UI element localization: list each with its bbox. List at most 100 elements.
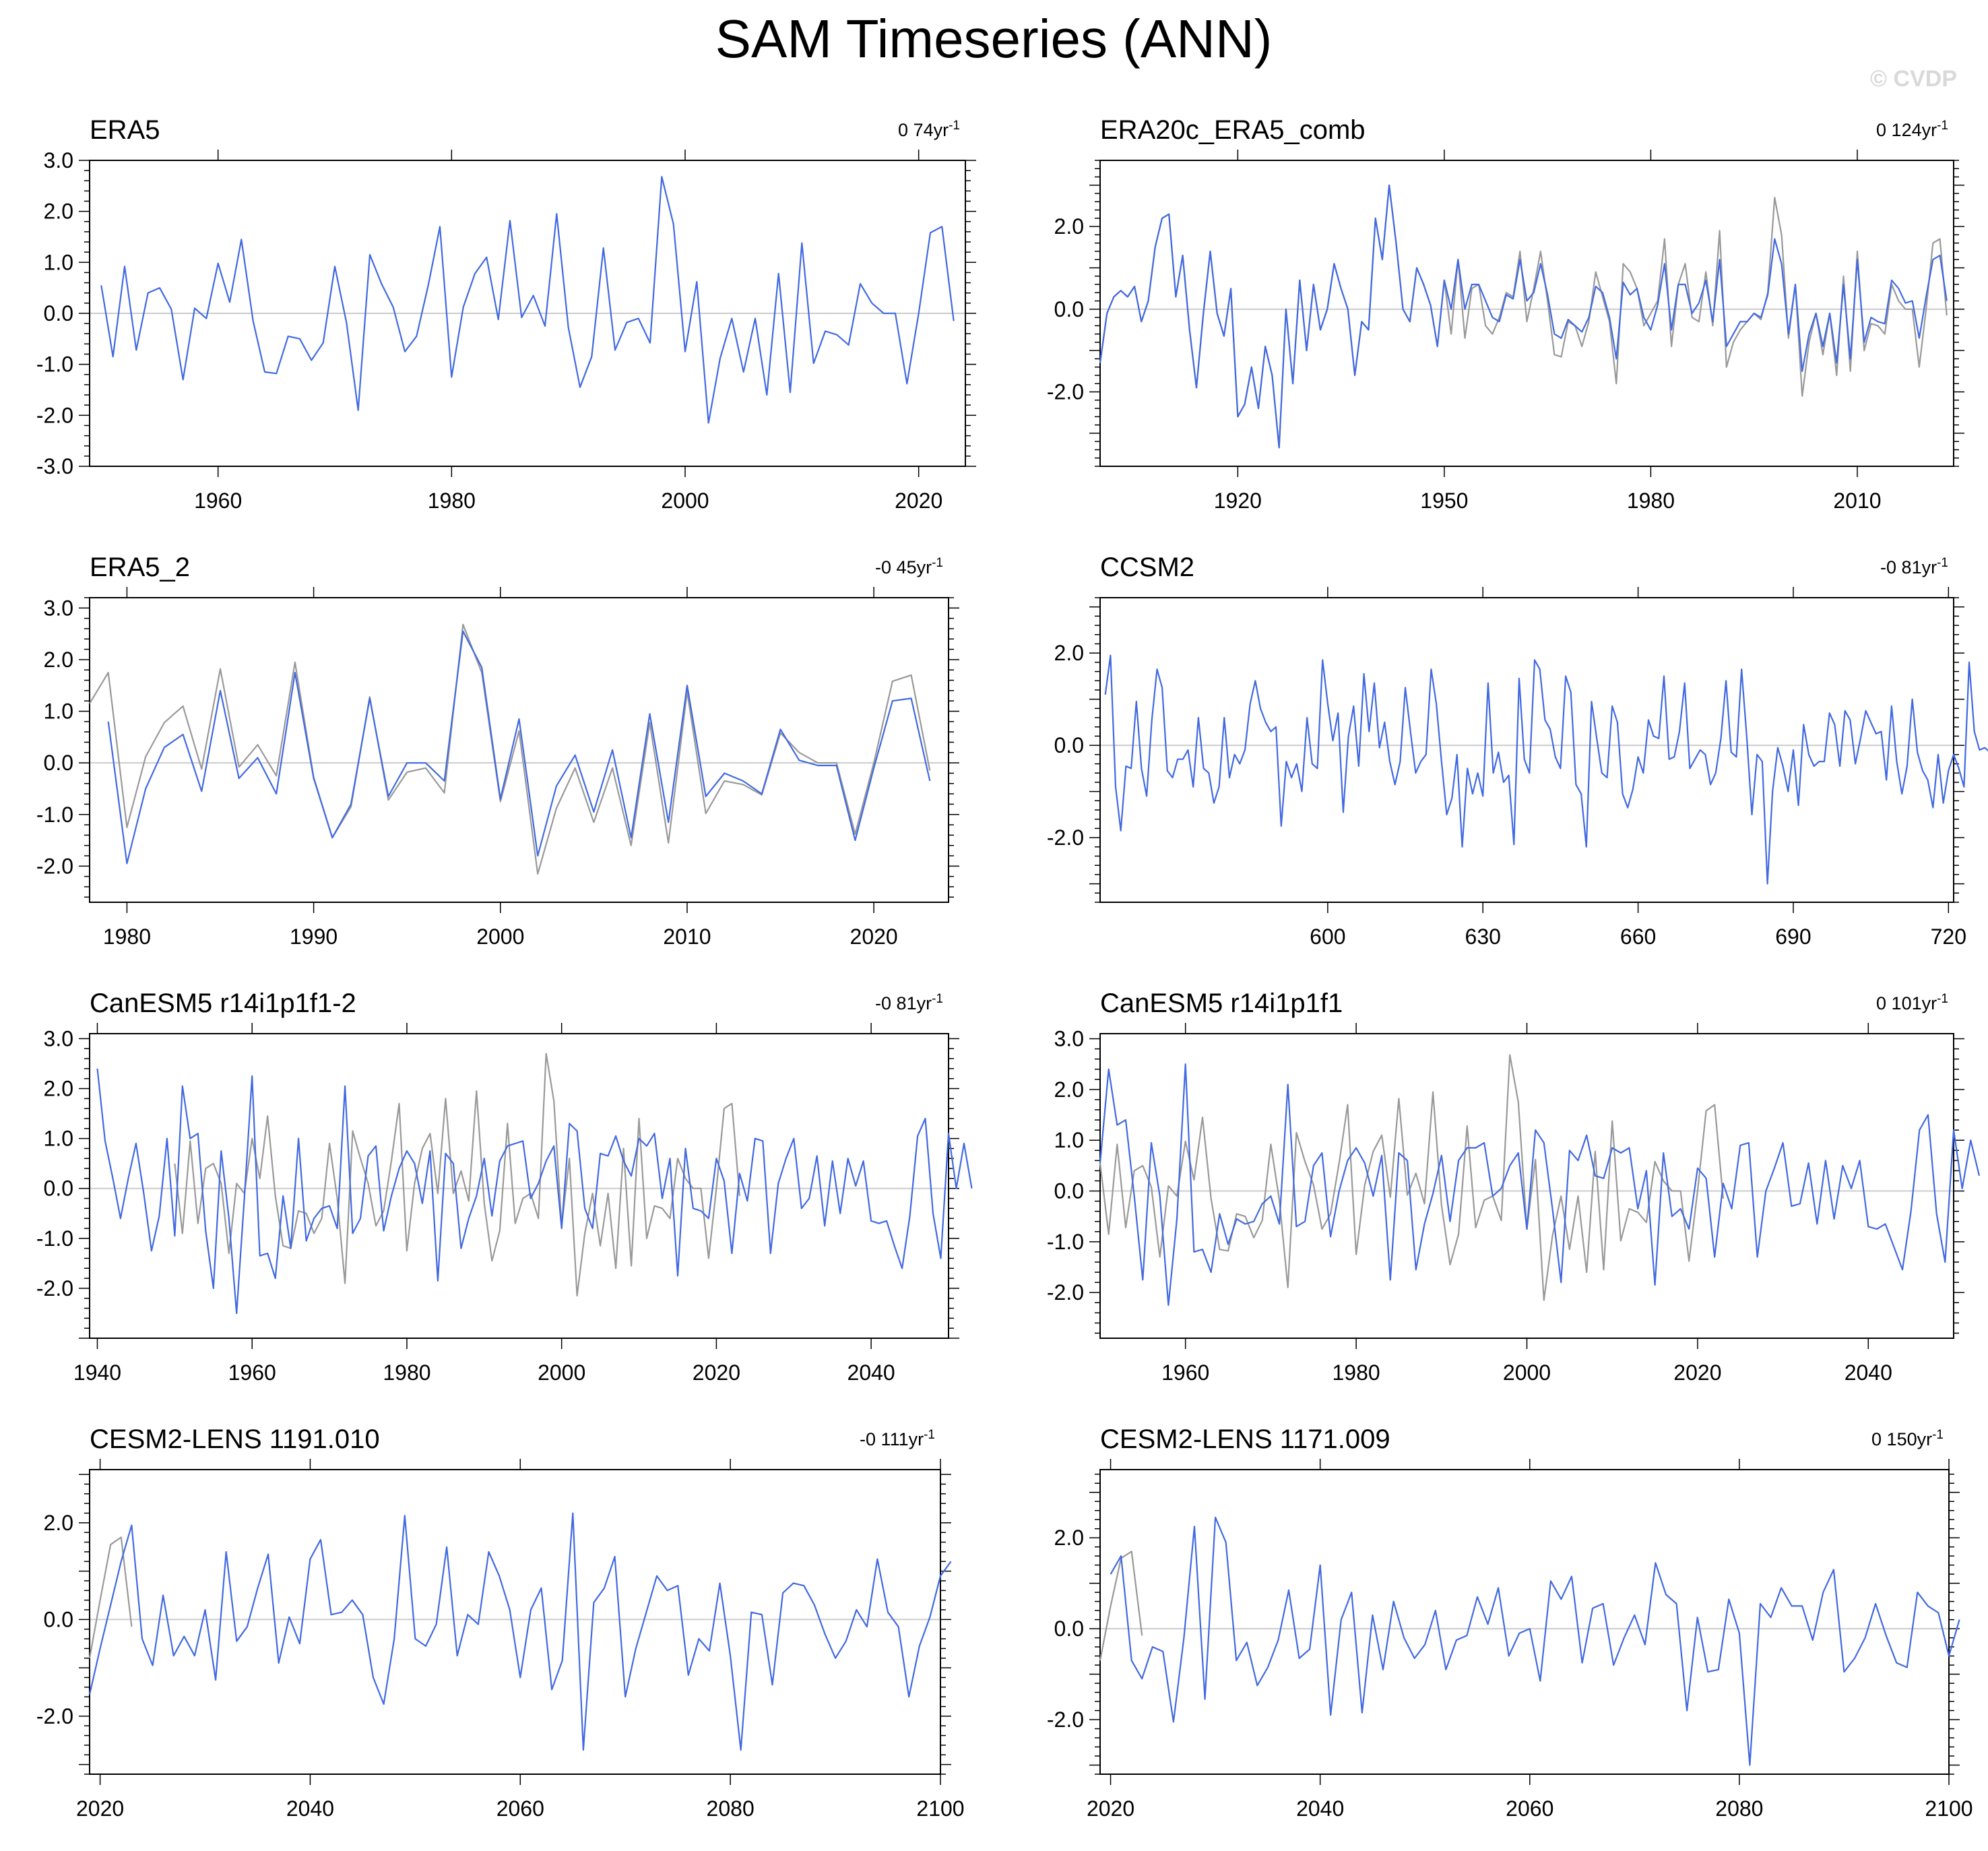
watermark-cvdp: © CVDP [1870,66,1957,92]
y-tick-label: 2.0 [44,1077,73,1101]
trend-label: 0 74yr-1 [898,119,960,140]
x-tick-label: 1960 [194,489,242,513]
panel-title: ERA20c_ERA5_comb [1100,115,1366,145]
y-tick-label: -1.0 [36,1226,73,1251]
x-tick-label: 2100 [916,1796,964,1821]
y-tick-label: 3.0 [44,596,73,620]
y-tick-label: -2.0 [36,1276,73,1300]
x-tick-label: 2020 [1673,1360,1721,1385]
trend-label: -0 45yr-1 [875,556,943,577]
series-line-canesm5-model [96,1068,973,1315]
plot-frame [1099,1033,1954,1339]
y-tick-label: -2.0 [1047,825,1084,850]
y-tick-label: 3.0 [44,1026,73,1050]
x-tick-label: 2020 [1087,1796,1134,1821]
y-tick-label: 0.0 [44,301,73,325]
x-tick-label: 2000 [476,924,524,949]
series-line-era20c-observed [174,1053,740,1297]
x-tick-label: 1980 [103,924,151,949]
x-tick-label: 1920 [1214,489,1262,513]
y-tick-label: -1.0 [36,352,73,377]
plot-frame [89,1033,949,1339]
series-line-era5-observed [88,1536,133,1658]
plot-frame [1099,597,1954,903]
x-tick-label: 630 [1465,924,1501,949]
x-tick-label: 2040 [1296,1796,1344,1821]
series-line-cesm2-lens-model [1110,1516,1960,1766]
y-tick-label: -2.0 [1047,1707,1084,1732]
y-tick-label: 0.0 [44,1607,73,1631]
y-tick-label: 2.0 [1054,1526,1084,1550]
y-tick-label: 0.0 [1054,297,1084,321]
x-tick-label: 1990 [290,924,338,949]
x-tick-label: 720 [1931,924,1966,949]
panel-8-cesm2-lens-1171-009: CESM2-LENS 1171.009 0 150yr-1 2.0 0.0 -2.0 20… [1047,1424,1973,1821]
panel-title: ERA5_2 [90,553,190,582]
x-tick-label: 2040 [847,1360,895,1385]
plot-frame [89,597,949,903]
x-tick-label: 2060 [1506,1796,1553,1821]
x-tick-label: 1980 [428,489,476,513]
y-tick-label: 2.0 [44,1511,73,1535]
x-tick-label: 1980 [1627,489,1675,513]
y-tick-label: -1.0 [36,803,73,827]
y-tick-label: -3.0 [36,454,73,478]
x-tick-label: 2010 [663,924,711,949]
panel-title: ERA5 [90,115,160,145]
series-line-ccsm2-model [1104,654,1988,885]
x-tick-label: 1960 [1161,1360,1209,1385]
y-tick-label: 0.0 [44,1177,73,1201]
y-tick-label: 2.0 [44,199,73,224]
panel-4-ccsm2: CCSM2 -0 81yr-1 2.0 0.0 -2.0 600 630 660 690 720 [1047,553,1988,949]
series-line-era5-2-model [107,630,931,865]
y-tick-label: -2.0 [36,854,73,878]
y-tick-label: -2.0 [1047,380,1084,404]
y-tick-label: -1.0 [1047,1230,1084,1254]
panel-title: CESM2-LENS 1191.010 [90,1424,380,1454]
trend-label: 0 150yr-1 [1871,1428,1944,1449]
figure-title: SAM Timeseries (ANN) [715,9,1273,69]
x-tick-label: 2000 [661,489,709,513]
x-tick-label: 2100 [1925,1796,1973,1821]
series-line-canesm5-model [1099,1063,1981,1307]
series-line-era5-observed [1099,1054,1724,1301]
x-tick-label: 2000 [1503,1360,1551,1385]
y-tick-label: 3.0 [1054,1027,1084,1051]
x-tick-label: 2010 [1833,489,1881,513]
x-tick-label: 1980 [383,1360,430,1385]
y-tick-label: 0.0 [1054,1179,1084,1203]
y-tick-label: 2.0 [44,648,73,672]
y-tick-label: 2.0 [1054,641,1084,665]
plot-frame [1099,160,1954,467]
panel-7-cesm2-lens-1191-010: CESM2-LENS 1191.010 -0 111yr-1 2.0 0.0 -2.0 2… [36,1424,965,1821]
panel-3-era5-2: ERA5_2 -0 45yr-1 3.0 2.0 1.0 0.0 -1.0 -2.0 1980 1… [36,553,959,949]
trend-label: 0 124yr-1 [1876,119,1948,140]
x-tick-label: 690 [1775,924,1811,949]
series-line-era5-observed [89,623,931,875]
trend-label: -0 81yr-1 [875,992,943,1013]
x-tick-label: 2020 [693,1360,740,1385]
trend-label: -0 111yr-1 [860,1428,935,1449]
x-tick-label: 2080 [1715,1796,1763,1821]
y-tick-label: 0.0 [44,751,73,775]
y-tick-label: 0.0 [1054,1617,1084,1641]
y-tick-label: -2.0 [36,1704,73,1728]
x-tick-label: 1940 [73,1360,121,1385]
panel-5-canesm5-r14i1p1f1-2: CanESM5 r14i1p1f1-2 -0 81yr-1 3.0 2.0 1.0 0.0… [36,989,973,1385]
x-tick-label: 1980 [1333,1360,1380,1385]
x-tick-label: 2000 [538,1360,585,1385]
x-tick-label: 660 [1620,924,1656,949]
y-tick-label: 0.0 [1054,733,1084,757]
y-tick-label: -2.0 [1047,1280,1084,1305]
y-tick-label: 1.0 [44,699,73,724]
y-tick-label: 1.0 [44,1127,73,1151]
x-tick-label: 2020 [895,489,942,513]
plot-frame [1099,1469,1950,1775]
y-tick-label: 1.0 [44,250,73,274]
y-tick-label: 3.0 [44,148,73,172]
panel-title: CCSM2 [1100,553,1194,582]
panel-1-era5: ERA5 0 74yr-1 3.0 2.0 1.0 0.0 -1.0 -2.0 -3.0 1960… [36,115,976,513]
x-tick-label: 2020 [76,1796,124,1821]
panel-6-canesm5-r14i1p1f1: CanESM5 r14i1p1f1 0 101yr-1 3.0 2.0 1.0 0.0 -1… [1047,989,1981,1385]
